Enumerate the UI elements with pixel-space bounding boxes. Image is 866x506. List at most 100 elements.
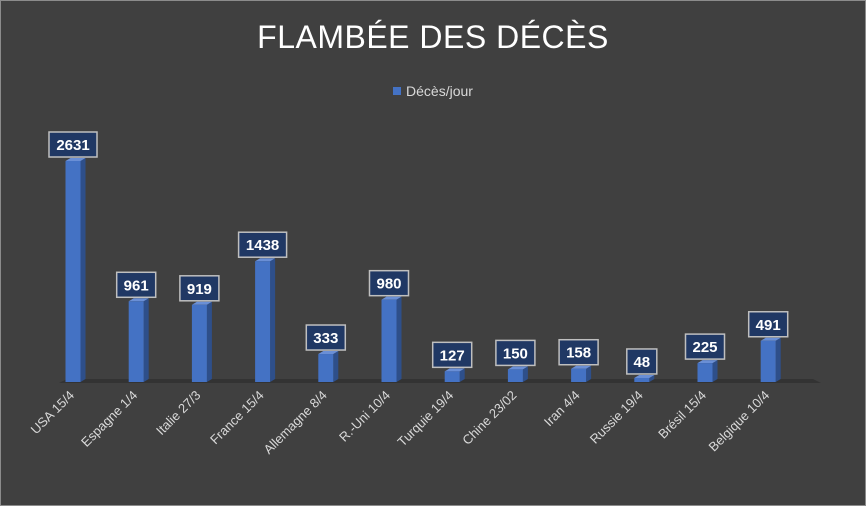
data-label-value: 961 [124,277,149,294]
data-label: 333 [305,324,347,351]
bar-side [522,366,528,382]
legend: Décès/jour [1,83,865,99]
bar [697,360,718,382]
x-tick-label: Iran 4/4 [541,388,583,430]
bar-front [444,371,460,382]
x-tick-label: Russie 19/4 [587,388,646,447]
bar-top [381,296,402,300]
data-label-value: 48 [633,354,650,371]
bar-front [571,368,587,382]
data-label-box [48,131,98,158]
bar [444,368,465,382]
bar-top [444,368,465,372]
bar [634,374,655,382]
data-label-value: 491 [756,317,781,334]
bar-front [128,301,144,382]
bar-side [206,301,212,382]
bar-front [760,340,776,382]
bar-top [760,337,781,341]
x-tick-label: Chine 23/02 [459,388,519,448]
data-label-value: 1438 [246,237,279,254]
bar-top [191,301,212,305]
data-label: 980 [368,269,410,297]
data-label-value: 225 [692,339,717,356]
bar-top [507,366,528,370]
bar-top [634,374,655,378]
bar-front [255,261,271,382]
bar-top [128,298,149,302]
bar [128,298,149,382]
bar-front [634,377,650,382]
data-label: 1438 [237,231,288,258]
bar-top [697,360,718,364]
x-tick-label: Allemagne 8/4 [261,388,330,457]
bar [507,366,528,382]
bar-top [318,351,339,355]
bar-front [697,363,713,382]
x-tick-label: Brésil 15/4 [655,388,709,442]
bar-top [571,365,592,369]
bar-front [191,304,207,382]
data-label-box [368,269,410,297]
data-label: 2631 [48,131,98,158]
data-label-box [305,324,347,351]
bar-side [459,368,465,382]
x-tick-label: USA 15/4 [28,388,77,437]
bar-side [270,258,276,382]
data-label: 158 [558,338,599,366]
data-label-box [626,348,658,375]
data-label-box [495,339,536,367]
data-label-value: 333 [313,330,338,347]
data-label-value: 150 [503,345,528,362]
data-label: 491 [747,311,789,338]
data-label: 150 [495,339,536,367]
data-label-box [558,338,599,366]
bar-side [80,158,86,382]
legend-swatch [393,87,402,95]
data-label-box [747,311,789,338]
data-label-box [684,333,726,360]
chart-title: FLAMBÉE DES DÉCÈS [257,19,609,55]
bar [65,158,86,382]
data-label: 127 [431,341,473,369]
bar-front [65,161,81,382]
data-label: 961 [115,271,157,299]
data-label-box [431,341,473,369]
bar-front [318,354,334,382]
data-label-value: 919 [187,281,212,298]
bar-side [712,360,718,382]
bar-side [333,351,339,382]
data-label-box [237,231,288,258]
data-label: 48 [626,348,658,375]
data-label-box [179,275,220,302]
data-label-box [115,271,157,299]
data-label: 225 [684,333,726,360]
bar [191,301,212,382]
x-tick-label: Italie 27/3 [153,388,203,438]
bar [760,337,781,382]
bar-side [586,365,592,382]
data-label-value: 980 [376,276,401,293]
x-tick-label: R.-Uni 10/4 [336,388,393,445]
bar-side [396,296,402,382]
x-tick-label: Turquie 19/4 [394,388,456,450]
bar-top [255,258,276,262]
bar-side [775,337,781,382]
floor [59,379,821,383]
bar [255,258,276,382]
legend-label: Décès/jour [406,83,473,99]
bar-top [65,158,86,161]
bar [571,365,592,382]
data-label: 919 [179,275,220,302]
x-tick-label: France 15/4 [207,388,267,448]
bar [381,296,402,382]
bar-front [381,299,397,382]
data-label-value: 2631 [56,137,89,154]
x-tick-label: Espagne 1/4 [78,388,140,450]
data-label-value: 158 [566,345,591,362]
bar-side [649,374,655,382]
bar-front [507,369,523,382]
bar-side [143,298,149,382]
